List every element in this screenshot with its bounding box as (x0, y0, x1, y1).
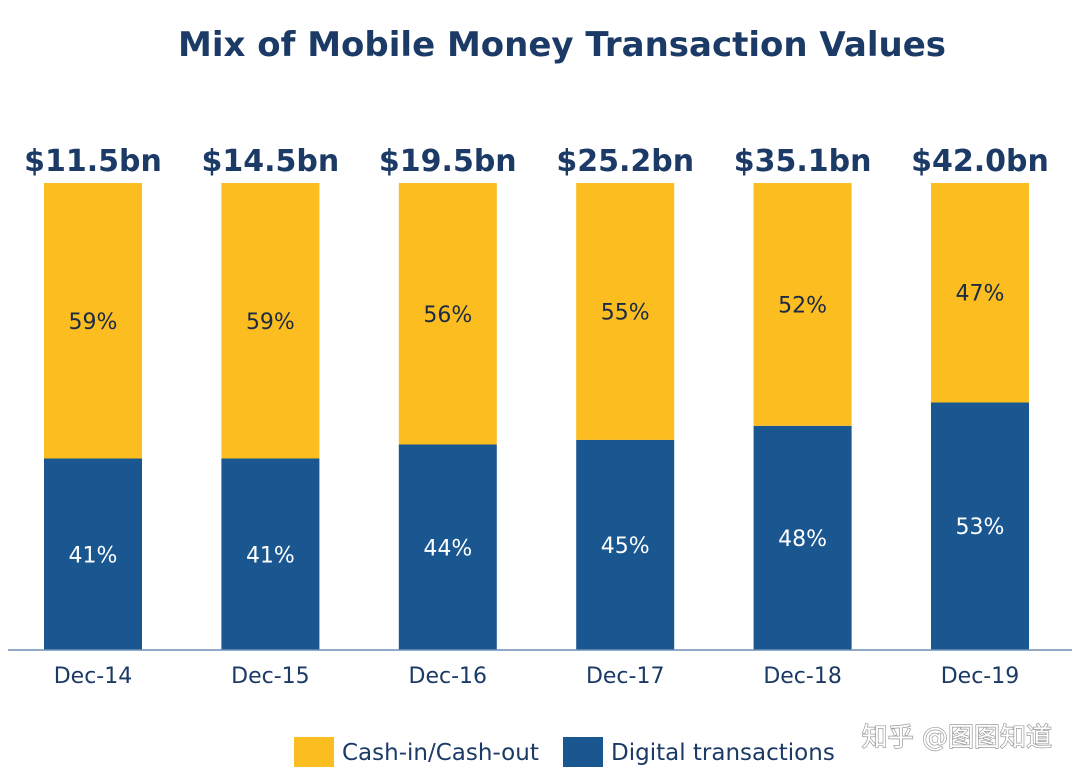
bar-cash-dec-16 (398, 183, 497, 445)
bar-label-cash-dec-14: 59% (69, 310, 118, 335)
bar-digital-dec-15 (221, 458, 320, 650)
legend: Cash-in/Cash-out Digital transactions (294, 737, 835, 767)
bar-label-cash-dec-18: 52% (778, 293, 827, 318)
bar-digital-dec-19 (931, 402, 1029, 650)
legend-swatch-digital (563, 737, 603, 767)
legend-label-cash: Cash-in/Cash-out (342, 740, 539, 766)
x-tick-dec-18: Dec-18 (763, 664, 842, 689)
x-tick-dec-14: Dec-14 (54, 664, 133, 689)
bar-digital-dec-18 (753, 425, 852, 650)
bar-digital-dec-14 (44, 458, 142, 650)
total-label-dec-19: $42.0bn (911, 144, 1049, 179)
bar-label-digital-dec-16: 44% (423, 536, 472, 561)
bar-digital-dec-16 (398, 444, 497, 650)
x-tick-dec-15: Dec-15 (231, 664, 310, 689)
watermark: 知乎 @图图知道 (862, 723, 1052, 753)
total-label-dec-14: $11.5bn (24, 144, 162, 179)
x-tick-dec-17: Dec-17 (586, 664, 665, 689)
bar-digital-dec-17 (576, 439, 675, 651)
bars-group: 41% 59% $11.5bn 41% 59% $14.5bn 44% 56% $19.5bn 4… (24, 144, 1049, 651)
x-tick-dec-19: Dec-19 (941, 664, 1020, 689)
legend-swatch-cash (294, 737, 334, 767)
total-label-dec-16: $19.5bn (379, 144, 517, 179)
bar-cash-dec-19 (931, 183, 1029, 403)
x-tick-labels: Dec-14 Dec-15 Dec-16 Dec-17 Dec-18 Dec-19 (54, 664, 1020, 689)
bar-label-digital-dec-18: 48% (778, 527, 827, 552)
bar-label-digital-dec-15: 41% (246, 543, 295, 568)
bar-label-digital-dec-17: 45% (601, 534, 650, 559)
x-tick-dec-16: Dec-16 (409, 664, 488, 689)
bar-label-cash-dec-16: 56% (423, 303, 472, 328)
total-label-dec-17: $25.2bn (556, 144, 694, 179)
bar-cash-dec-18 (753, 183, 852, 426)
bar-label-cash-dec-17: 55% (601, 300, 650, 325)
bar-cash-dec-17 (576, 183, 675, 440)
total-label-dec-15: $14.5bn (202, 144, 340, 179)
legend-label-digital: Digital transactions (611, 740, 835, 766)
bar-cash-dec-14 (44, 183, 142, 459)
bar-label-digital-dec-19: 53% (956, 515, 1005, 540)
bar-cash-dec-15 (221, 183, 320, 459)
total-label-dec-18: $35.1bn (734, 144, 872, 179)
bar-label-cash-dec-15: 59% (246, 310, 295, 335)
chart-title: Mix of Mobile Money Transaction Values (178, 25, 946, 65)
bar-label-digital-dec-14: 41% (69, 543, 118, 568)
bar-label-cash-dec-19: 47% (956, 282, 1005, 307)
